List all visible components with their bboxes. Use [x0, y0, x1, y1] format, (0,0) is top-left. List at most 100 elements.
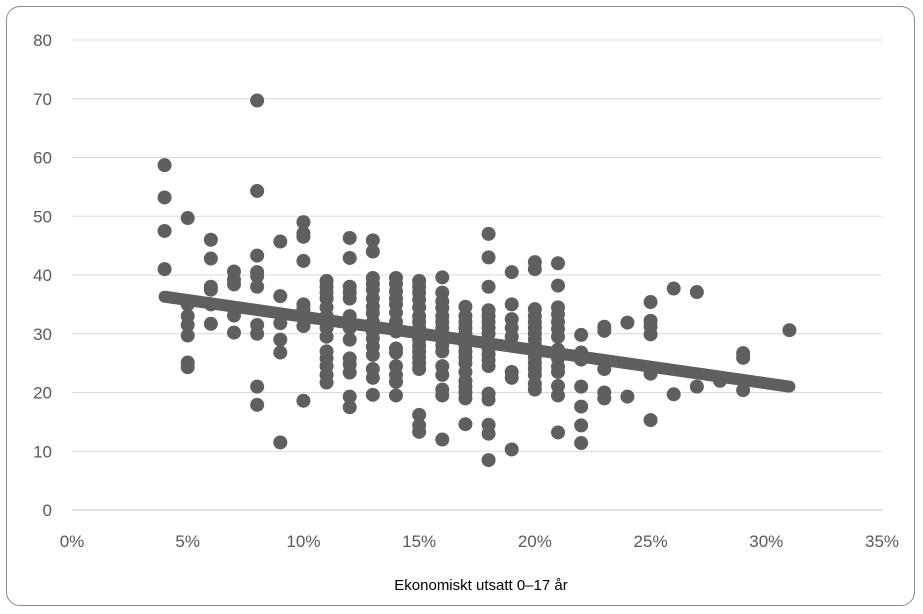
data-point: [782, 323, 797, 338]
data-point: [157, 158, 172, 173]
data-point: [203, 282, 218, 297]
y-tick-label: 10: [33, 442, 52, 461]
data-point: [342, 250, 357, 265]
data-point: [250, 248, 265, 263]
data-point: [643, 327, 658, 342]
y-tick-label: 70: [33, 90, 52, 109]
trendline: [158, 290, 796, 393]
x-axis-ticks: 0% 5% 10% 15% 20% 25% 30% 35%: [60, 532, 899, 551]
data-point: [365, 347, 380, 362]
x-tick-label: 0%: [60, 532, 85, 551]
y-axis-ticks: 0 10 20 30 40 50 60 70 80: [33, 31, 52, 520]
trendline-layer: [158, 290, 796, 393]
data-point: [551, 388, 565, 403]
data-point: [504, 442, 519, 457]
y-tick-label: 0: [43, 501, 52, 520]
y-tick-label: 50: [33, 207, 52, 226]
data-point: [250, 93, 265, 108]
data-point: [620, 389, 635, 404]
data-point: [435, 367, 450, 382]
data-point: [551, 425, 565, 440]
data-point: [574, 418, 589, 433]
data-point: [157, 223, 172, 238]
data-point: [527, 382, 542, 397]
data-point: [203, 316, 218, 331]
y-tick-label: 40: [33, 266, 52, 285]
data-point: [180, 360, 195, 375]
y-tick-label: 30: [33, 325, 52, 344]
data-point: [574, 327, 589, 342]
data-point: [365, 387, 380, 402]
data-point: [666, 281, 681, 296]
data-point: [458, 391, 473, 406]
data-point: [551, 364, 565, 379]
data-point: [203, 251, 218, 266]
data-point: [389, 345, 403, 360]
data-point: [620, 315, 635, 330]
data-point: [481, 226, 496, 241]
data-point: [157, 262, 172, 277]
data-point: [342, 400, 357, 415]
data-point: [666, 387, 681, 402]
data-point: [481, 426, 496, 441]
data-point: [273, 345, 288, 360]
x-tick-label: 30%: [749, 532, 783, 551]
data-point: [250, 326, 265, 341]
data-point: [504, 297, 519, 312]
data-point: [273, 332, 288, 347]
x-tick-label: 15%: [402, 532, 436, 551]
data-point: [481, 453, 496, 468]
data-point: [504, 370, 519, 385]
data-point: [412, 424, 427, 439]
data-point: [504, 265, 519, 280]
data-point: [574, 436, 589, 451]
data-point: [481, 392, 496, 407]
x-tick-label: 10%: [286, 532, 320, 551]
data-point: [435, 432, 450, 447]
data-point: [250, 379, 265, 394]
data-points: [157, 93, 797, 468]
x-tick-label: 5%: [175, 532, 200, 551]
data-point: [481, 250, 496, 265]
data-point: [481, 359, 496, 374]
data-point: [203, 232, 218, 247]
data-point: [273, 289, 288, 304]
data-point: [342, 291, 357, 306]
data-point: [412, 362, 427, 376]
data-point: [736, 383, 751, 398]
data-point: [435, 388, 450, 403]
y-tick-label: 60: [33, 149, 52, 168]
data-point: [319, 329, 334, 344]
x-tick-label: 20%: [518, 532, 552, 551]
data-point: [574, 379, 589, 394]
data-point: [342, 230, 357, 245]
data-point: [551, 278, 565, 293]
data-point: [481, 279, 496, 294]
x-axis-label: Ekonomiskt utsatt 0–17 år: [394, 577, 567, 594]
data-point: [250, 183, 265, 198]
data-point: [342, 332, 357, 347]
data-point: [551, 329, 565, 344]
x-tick-label: 25%: [634, 532, 668, 551]
data-point: [597, 391, 612, 406]
data-point: [365, 244, 380, 259]
data-point: [180, 211, 195, 226]
data-point: [736, 350, 751, 365]
data-point: [412, 407, 427, 422]
data-point: [527, 262, 542, 277]
y-tick-label: 20: [33, 384, 52, 403]
data-point: [250, 269, 265, 284]
data-point: [389, 388, 403, 403]
data-point: [458, 417, 473, 432]
data-point: [574, 399, 589, 414]
data-point: [643, 295, 658, 310]
grid-lines: [72, 39, 882, 511]
data-point: [296, 393, 311, 408]
data-point: [643, 413, 658, 428]
data-point: [319, 375, 334, 390]
data-point: [342, 365, 357, 380]
data-point: [435, 344, 450, 359]
data-point: [689, 285, 704, 300]
x-tick-label: 35%: [865, 532, 899, 551]
